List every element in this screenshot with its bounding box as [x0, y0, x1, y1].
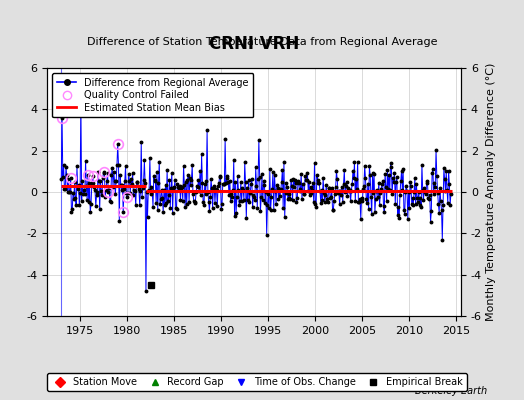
Legend: Difference from Regional Average, Quality Control Failed, Estimated Station Mean: Difference from Regional Average, Qualit…: [52, 73, 254, 118]
Text: Difference of Station Temperature Data from Regional Average: Difference of Station Temperature Data f…: [87, 37, 437, 47]
Title: CRNI VRH: CRNI VRH: [209, 34, 299, 52]
Legend: Station Move, Record Gap, Time of Obs. Change, Empirical Break: Station Move, Record Gap, Time of Obs. C…: [47, 373, 467, 391]
Y-axis label: Monthly Temperature Anomaly Difference (°C): Monthly Temperature Anomaly Difference (…: [486, 63, 496, 321]
Text: Berkeley Earth: Berkeley Earth: [415, 386, 487, 396]
